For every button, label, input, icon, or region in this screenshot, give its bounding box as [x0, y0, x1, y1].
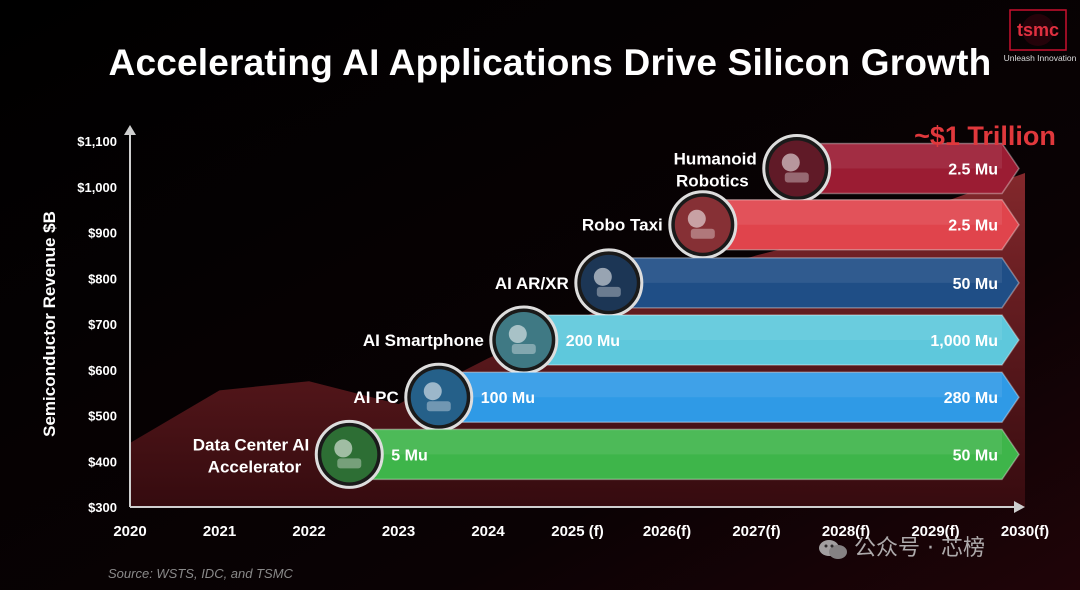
application-label: AI PC — [353, 388, 398, 407]
wechat-icon — [818, 537, 848, 561]
y-tick-label: $800 — [88, 271, 117, 286]
application-label: AI AR/XR — [495, 274, 569, 293]
robot-icon-glyph — [781, 153, 800, 172]
bar-end-value: 2.5 Mu — [948, 161, 998, 178]
x-tick-label: 2025 (f) — [551, 523, 604, 540]
watermark: 公众号 · 芯榜 — [818, 530, 985, 562]
x-tick-label: 2026(f) — [643, 523, 691, 540]
x-tick-label: 2020 — [113, 523, 146, 540]
y-tick-label: $300 — [88, 500, 117, 515]
laptop-icon-glyph-base — [426, 401, 451, 412]
vr-headset-icon — [574, 248, 644, 318]
application-label: Humanoid — [674, 149, 757, 168]
y-tick-label: $900 — [88, 226, 117, 241]
x-tick-label: 2021 — [203, 523, 236, 540]
application-bar — [314, 419, 1020, 489]
bar-sheen — [608, 257, 1002, 283]
car-icon-glyph — [687, 209, 706, 228]
bar-start-value: 5 Mu — [391, 447, 427, 464]
bar-sheen — [523, 315, 1002, 341]
page-title: Accelerating AI Applications Drive Silic… — [108, 42, 992, 83]
x-tick-label: 2028(f) — [822, 523, 870, 540]
y-tick-label: $600 — [88, 363, 117, 378]
application-bar — [404, 362, 1020, 432]
robot-icon — [762, 133, 832, 203]
x-tick-label: 2029(f) — [911, 523, 959, 540]
x-tick-label: 2027(f) — [732, 523, 780, 540]
logo-tagline: Unleash Innovation — [1003, 53, 1077, 63]
robot-icon-glyph-base — [784, 172, 809, 183]
application-label: Robotics — [676, 171, 749, 190]
y-tick-label: $1,100 — [77, 134, 117, 149]
bar-sheen — [702, 199, 1002, 225]
application-label: Accelerator — [208, 457, 302, 476]
y-axis-arrow — [124, 125, 136, 135]
application-bar — [574, 248, 1020, 318]
bar-start-value: 100 Mu — [481, 390, 535, 407]
server-rack-icon — [314, 419, 384, 489]
laptop-icon-glyph — [423, 382, 442, 401]
car-icon — [668, 190, 738, 260]
application-label: AI Smartphone — [363, 331, 484, 350]
application-label: Data Center AI — [193, 435, 310, 454]
server-rack-icon-glyph-base — [337, 458, 362, 469]
bar-end-value: 2.5 Mu — [948, 218, 998, 235]
application-label: Robo Taxi — [582, 216, 663, 235]
y-tick-label: $1,000 — [77, 180, 117, 195]
y-tick-label: $700 — [88, 317, 117, 332]
vr-headset-icon-glyph-base — [596, 286, 621, 297]
trillion-callout: ~$1 Trillion — [914, 121, 1056, 151]
source-note: Source: WSTS, IDC, and TSMC — [108, 566, 293, 581]
application-bar — [489, 305, 1020, 375]
application-bar — [668, 190, 1020, 260]
bar-start-value: 200 Mu — [566, 333, 620, 350]
x-tick-label: 2023 — [382, 523, 415, 540]
x-axis-arrow — [1014, 501, 1025, 513]
application-bar — [762, 133, 1020, 203]
logo-text: tsmc — [1017, 20, 1059, 40]
bar-sheen — [349, 429, 1002, 455]
bar-end-value: 50 Mu — [953, 447, 998, 464]
x-tick-label: 2024 — [471, 523, 505, 540]
bar-end-value: 1,000 Mu — [930, 333, 998, 350]
y-axis-label: Semiconductor Revenue $B — [40, 211, 59, 437]
watermark-text: 公众号 · 芯榜 — [854, 536, 985, 561]
bar-end-value: 50 Mu — [953, 276, 998, 293]
vr-headset-icon-glyph — [593, 267, 612, 286]
bar-sheen — [438, 372, 1002, 398]
laptop-icon — [404, 362, 474, 432]
smartphone-icon-glyph — [508, 325, 527, 344]
tsmc-logo: tsmc — [1006, 6, 1070, 54]
car-icon-glyph-base — [690, 228, 715, 239]
y-tick-label: $400 — [88, 454, 117, 469]
x-tick-label: 2030(f) — [1001, 523, 1049, 540]
y-tick-label: $500 — [88, 409, 117, 424]
server-rack-icon-glyph — [334, 439, 353, 458]
smartphone-icon-glyph-base — [511, 344, 536, 355]
x-tick-label: 2022 — [292, 523, 325, 540]
bar-end-value: 280 Mu — [944, 390, 998, 407]
smartphone-icon — [489, 305, 559, 375]
